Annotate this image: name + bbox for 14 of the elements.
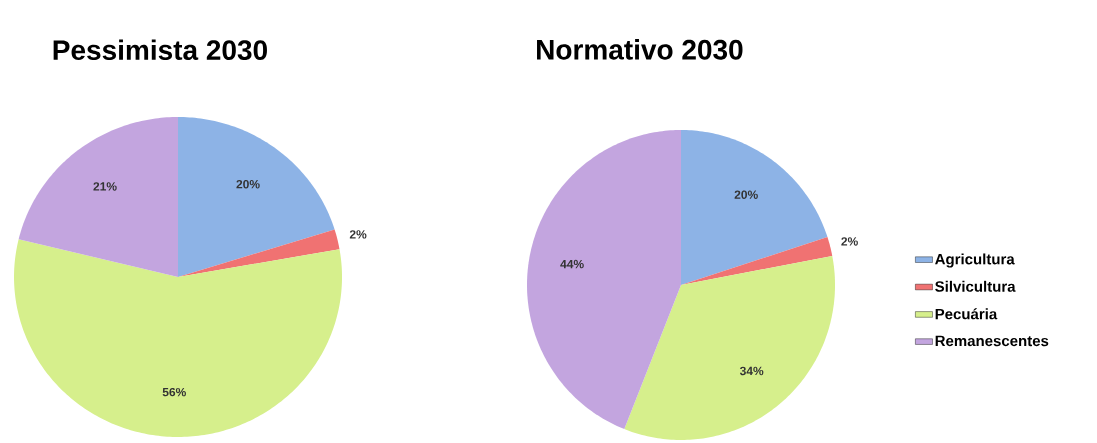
legend-label: Agricultura (935, 253, 1015, 268)
data-label: 20% (734, 190, 758, 199)
data-label: 21% (93, 182, 117, 191)
data-label: 56% (162, 387, 186, 397)
data-label: 34% (739, 366, 764, 376)
legend-label: Remanescentes (935, 335, 1049, 347)
data-label: 20% (236, 179, 260, 189)
legend-label: Pecuária (935, 308, 998, 320)
data-label: 2% (349, 230, 367, 239)
data-label: 2% (841, 237, 858, 246)
chart-title: Pessimista 2030 (53, 39, 267, 61)
chart-title: Normativo 2030 (537, 39, 743, 60)
legend-label: Silvicultura (935, 280, 1016, 292)
data-label: 44% (560, 259, 584, 269)
